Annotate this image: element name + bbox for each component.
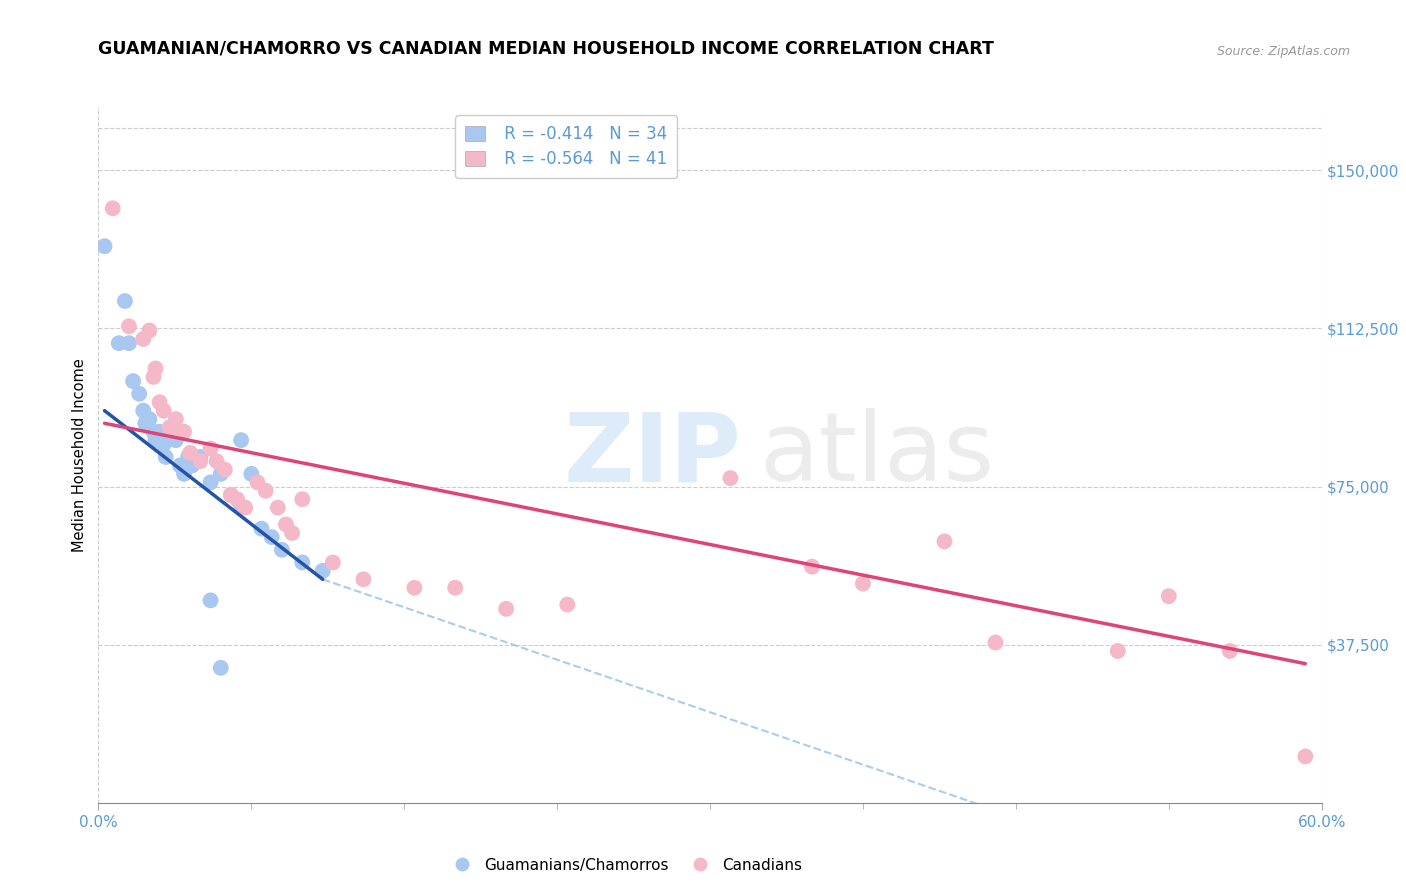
Point — [188, 454, 212, 468]
Point — [718, 471, 742, 485]
Point — [1219, 644, 1241, 658]
Point — [118, 319, 141, 334]
Point — [165, 433, 187, 447]
Point — [444, 581, 467, 595]
Point — [404, 581, 426, 595]
Point — [555, 598, 579, 612]
Point — [173, 467, 195, 481]
Point — [149, 425, 172, 439]
Point — [209, 467, 232, 481]
Point — [159, 420, 181, 434]
Point — [188, 450, 212, 464]
Point — [250, 522, 273, 536]
Text: Source: ZipAtlas.com: Source: ZipAtlas.com — [1216, 45, 1350, 58]
Point — [801, 559, 824, 574]
Point — [200, 442, 222, 456]
Point — [179, 446, 201, 460]
Point — [1157, 589, 1180, 603]
Point — [142, 370, 165, 384]
Point — [1294, 749, 1316, 764]
Point — [322, 556, 344, 570]
Point — [240, 467, 263, 481]
Point — [233, 500, 256, 515]
Point — [114, 293, 136, 308]
Point — [352, 572, 374, 586]
Point — [159, 420, 181, 434]
Point — [138, 412, 160, 426]
Point — [138, 324, 160, 338]
Legend: Guamanians/Chamorros, Canadians: Guamanians/Chamorros, Canadians — [440, 852, 808, 879]
Text: ZIP: ZIP — [564, 409, 741, 501]
Point — [132, 403, 155, 417]
Point — [214, 463, 236, 477]
Point — [101, 201, 124, 215]
Point — [231, 433, 253, 447]
Point — [128, 386, 150, 401]
Point — [267, 500, 290, 515]
Point — [169, 458, 191, 473]
Point — [200, 475, 222, 490]
Point — [108, 336, 131, 351]
Point — [205, 454, 228, 468]
Y-axis label: Median Household Income: Median Household Income — [72, 358, 87, 552]
Point — [281, 525, 304, 540]
Point — [149, 395, 172, 409]
Point — [118, 336, 141, 351]
Text: GUAMANIAN/CHAMORRO VS CANADIAN MEDIAN HOUSEHOLD INCOME CORRELATION CHART: GUAMANIAN/CHAMORRO VS CANADIAN MEDIAN HO… — [98, 40, 994, 58]
Point — [226, 492, 249, 507]
Point — [142, 425, 165, 439]
Point — [132, 332, 155, 346]
Point — [165, 412, 187, 426]
Point — [246, 475, 269, 490]
Point — [177, 450, 200, 464]
Point — [852, 576, 875, 591]
Point — [152, 437, 174, 451]
Point — [1107, 644, 1129, 658]
Point — [145, 361, 167, 376]
Point — [169, 425, 191, 439]
Point — [984, 635, 1007, 649]
Point — [291, 492, 314, 507]
Point — [181, 458, 204, 473]
Point — [219, 488, 242, 502]
Point — [254, 483, 277, 498]
Point — [93, 239, 115, 253]
Point — [260, 530, 283, 544]
Point — [495, 602, 517, 616]
Point — [145, 433, 167, 447]
Point — [274, 517, 297, 532]
Point — [312, 564, 335, 578]
Point — [219, 488, 242, 502]
Text: atlas: atlas — [759, 409, 994, 501]
Point — [934, 534, 956, 549]
Point — [122, 374, 145, 388]
Point — [209, 661, 232, 675]
Point — [270, 542, 294, 557]
Point — [134, 417, 156, 431]
Point — [173, 425, 195, 439]
Point — [200, 593, 222, 607]
Point — [155, 450, 177, 464]
Point — [291, 556, 314, 570]
Point — [152, 403, 174, 417]
Point — [231, 500, 253, 515]
